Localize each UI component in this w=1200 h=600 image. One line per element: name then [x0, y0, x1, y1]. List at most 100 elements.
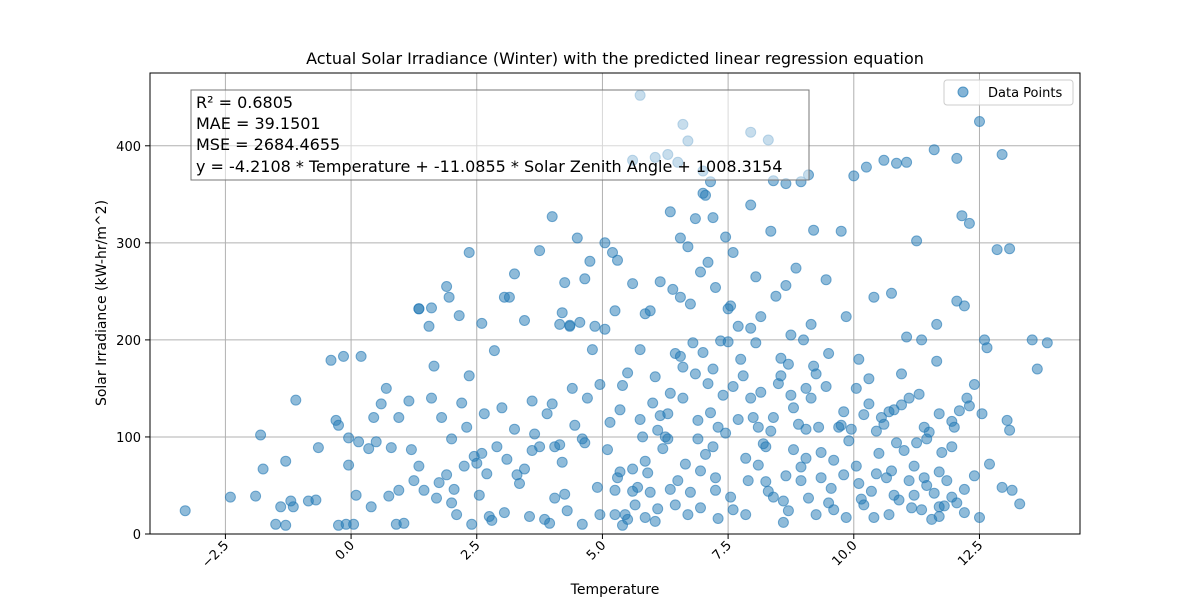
- data-point: [549, 492, 561, 504]
- data-point: [951, 295, 963, 307]
- data-point: [594, 509, 606, 521]
- data-point: [348, 518, 360, 530]
- data-point: [674, 350, 686, 362]
- data-point: [1026, 334, 1038, 346]
- data-point: [800, 382, 812, 394]
- data-point: [591, 481, 603, 493]
- data-point: [891, 157, 902, 169]
- data-point: [350, 489, 362, 501]
- legend: Data Points: [943, 79, 1074, 106]
- data-point: [742, 475, 754, 487]
- data-point: [524, 511, 535, 522]
- data-point: [908, 460, 920, 472]
- data-point: [1004, 424, 1016, 436]
- data-point: [700, 448, 711, 460]
- data-point: [933, 466, 945, 478]
- data-point: [609, 484, 621, 496]
- data-point: [408, 475, 420, 487]
- data-point: [428, 360, 440, 372]
- data-point: [498, 291, 510, 303]
- data-point: [800, 423, 812, 435]
- data-point: [707, 363, 719, 375]
- data-point: [873, 447, 885, 459]
- data-point: [441, 281, 453, 292]
- data-point: [707, 441, 719, 453]
- data-point: [290, 394, 302, 406]
- data-point: [740, 509, 752, 521]
- data-point: [903, 475, 915, 487]
- data-point: [566, 382, 578, 394]
- data-point: [674, 232, 686, 244]
- data-point: [878, 154, 890, 166]
- data-point: [767, 412, 779, 423]
- data-point: [310, 494, 322, 506]
- data-point: [491, 441, 503, 453]
- data-point: [627, 278, 639, 290]
- data-point: [886, 287, 897, 299]
- data-point: [727, 381, 739, 392]
- data-point: [775, 352, 787, 364]
- data-point: [908, 489, 920, 501]
- data-point: [996, 481, 1008, 493]
- data-point: [707, 212, 719, 224]
- data-point: [534, 441, 546, 453]
- data-point: [270, 518, 282, 530]
- data-point: [800, 452, 812, 464]
- data-point: [788, 402, 799, 414]
- data-point: [823, 348, 835, 359]
- data-point: [1041, 337, 1053, 349]
- data-point: [312, 442, 324, 454]
- data-point: [275, 501, 287, 513]
- data-point: [426, 302, 437, 314]
- data-point: [478, 408, 490, 420]
- data-point: [858, 499, 870, 511]
- data-point: [639, 455, 651, 467]
- data-point: [405, 444, 417, 456]
- data-point: [805, 392, 817, 404]
- data-point: [413, 460, 425, 472]
- data-point: [863, 398, 875, 410]
- data-point: [644, 486, 656, 498]
- data-point: [604, 416, 616, 428]
- data-point: [529, 428, 541, 440]
- data-point: [974, 512, 985, 523]
- data-point: [868, 291, 880, 303]
- x-tick-label: 0.0: [333, 538, 358, 563]
- data-point: [667, 283, 679, 295]
- data-point: [509, 268, 520, 280]
- data-point: [858, 409, 870, 421]
- data-point: [712, 421, 724, 433]
- data-point: [280, 455, 292, 467]
- data-point: [473, 489, 485, 501]
- data-point: [727, 504, 739, 516]
- data-point: [338, 350, 349, 362]
- data-point: [913, 388, 925, 400]
- x-tick-label: 2.5: [458, 538, 483, 563]
- data-point: [968, 470, 980, 482]
- y-tick-label: 300: [116, 237, 141, 252]
- data-point: [931, 355, 943, 367]
- data-point: [795, 475, 807, 487]
- data-point: [991, 244, 1003, 256]
- data-point: [918, 421, 930, 433]
- data-point: [343, 459, 355, 471]
- data-point: [752, 421, 764, 433]
- data-point: [725, 491, 737, 503]
- data-point: [810, 368, 822, 380]
- data-point: [443, 291, 455, 303]
- data-point: [413, 303, 425, 315]
- data-point: [901, 331, 913, 343]
- data-point: [956, 210, 968, 222]
- data-point: [654, 276, 666, 288]
- data-point: [652, 503, 664, 515]
- data-point: [561, 505, 573, 517]
- data-point: [393, 412, 405, 423]
- data-point: [808, 224, 820, 236]
- y-tick-label: 200: [116, 334, 141, 349]
- data-point: [853, 478, 865, 489]
- data-point: [619, 509, 631, 521]
- data-point: [893, 494, 905, 506]
- data-point: [996, 149, 1008, 160]
- data-point: [679, 458, 691, 470]
